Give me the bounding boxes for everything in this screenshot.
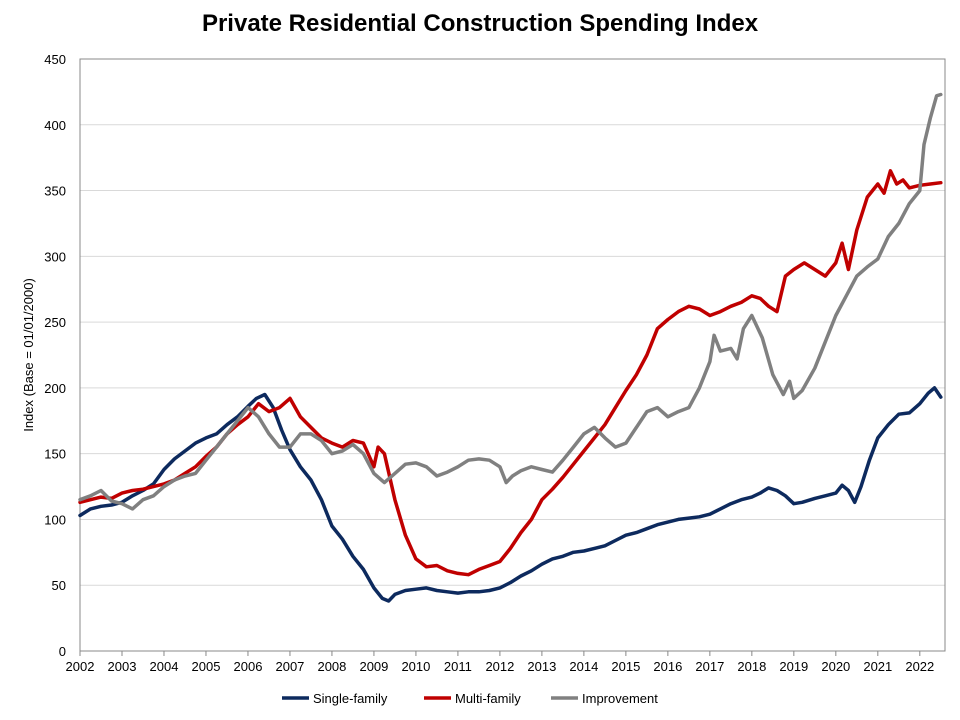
y-axis-title: Index (Base = 01/01/2000) <box>21 278 36 432</box>
y-tick-label: 250 <box>44 315 66 330</box>
x-tick-label: 2011 <box>444 659 472 674</box>
x-tick-label: 2022 <box>905 659 934 674</box>
x-tick-label: 2016 <box>653 659 682 674</box>
y-tick-label: 400 <box>44 118 66 133</box>
x-tick-label: 2010 <box>401 659 430 674</box>
x-tick-label: 2015 <box>611 659 640 674</box>
legend-label-multi-family: Multi-family <box>455 691 521 706</box>
x-tick-label: 2020 <box>821 659 850 674</box>
x-tick-label: 2008 <box>317 659 346 674</box>
x-tick-label: 2013 <box>527 659 556 674</box>
x-tick-label: 2003 <box>108 659 137 674</box>
x-tick-label: 2007 <box>275 659 304 674</box>
legend-label-single-family: Single-family <box>313 691 388 706</box>
x-axis-ticks: 2002 2003 2004 2005 2006 2007 2008 2009 2010 2011… <box>66 651 934 674</box>
y-tick-label: 300 <box>44 249 66 264</box>
y-tick-label: 450 <box>44 52 66 67</box>
x-tick-label: 2018 <box>737 659 766 674</box>
legend: Single-family Multi-family Improvement <box>282 691 658 706</box>
x-tick-label: 2014 <box>569 659 598 674</box>
x-tick-label: 2005 <box>192 659 221 674</box>
x-tick-label: 2019 <box>779 659 808 674</box>
y-tick-label: 200 <box>44 381 66 396</box>
plot-area-border <box>79 58 946 652</box>
y-axis-ticks: 0 50 100 150 200 250 300 350 400 450 <box>44 52 66 659</box>
series-line-improvement <box>78 92 943 511</box>
series-lines <box>78 92 943 603</box>
legend-label-improvement: Improvement <box>582 691 658 706</box>
gridlines <box>80 124 945 586</box>
x-tick-label: 2021 <box>863 659 892 674</box>
series-line-single-family <box>78 386 943 603</box>
x-tick-label: 2009 <box>359 659 388 674</box>
x-tick-label: 2017 <box>695 659 724 674</box>
x-tick-label: 2002 <box>66 659 95 674</box>
x-tick-label: 2012 <box>485 659 514 674</box>
x-tick-label: 2004 <box>150 659 179 674</box>
y-tick-label: 350 <box>44 184 66 199</box>
y-tick-label: 0 <box>59 644 66 659</box>
y-tick-label: 100 <box>44 512 66 527</box>
y-tick-label: 150 <box>44 447 66 462</box>
chart-title: Private Residential Construction Spendin… <box>201 10 759 37</box>
y-tick-label: 50 <box>52 578 66 593</box>
x-tick-label: 2006 <box>234 659 263 674</box>
